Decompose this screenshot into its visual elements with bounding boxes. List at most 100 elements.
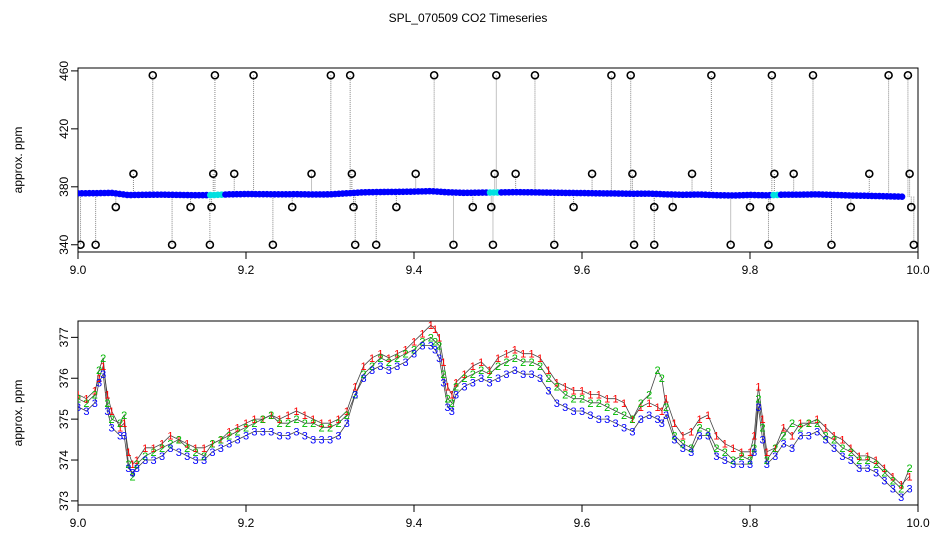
series-marker: 2 bbox=[789, 418, 795, 430]
series-marker: 1 bbox=[377, 349, 383, 361]
flagged-point bbox=[229, 169, 239, 179]
series-marker: 3 bbox=[310, 435, 316, 447]
series-marker: 1 bbox=[789, 430, 795, 442]
series-marker: 1 bbox=[613, 394, 619, 406]
series-marker: 1 bbox=[537, 353, 543, 365]
series-marker: 1 bbox=[83, 394, 89, 406]
flagged-point bbox=[488, 240, 498, 250]
series-marker: 3 bbox=[739, 459, 745, 471]
series-marker: 3 bbox=[251, 426, 257, 438]
series-marker: 2 bbox=[755, 394, 761, 406]
flagged-point bbox=[210, 70, 220, 80]
flagged-point bbox=[629, 240, 639, 250]
series-marker: 1 bbox=[659, 406, 665, 418]
series-marker: 3 bbox=[898, 492, 904, 504]
series-marker: 3 bbox=[688, 447, 694, 459]
series-marker: 3 bbox=[130, 467, 136, 479]
series-marker: 3 bbox=[579, 406, 585, 418]
flagged-point bbox=[511, 169, 520, 179]
series-marker: 2 bbox=[96, 365, 102, 377]
series-marker: 2 bbox=[209, 439, 215, 451]
series-marker: 3 bbox=[629, 426, 635, 438]
series-marker: 1 bbox=[251, 414, 257, 426]
series-marker: 2 bbox=[671, 430, 677, 442]
series-marker: 3 bbox=[461, 381, 467, 393]
flagged-point bbox=[449, 240, 458, 250]
flagged-point bbox=[569, 202, 578, 212]
series-marker: 3 bbox=[487, 377, 493, 389]
series-marker: 3 bbox=[823, 435, 829, 447]
series-marker: 2 bbox=[419, 336, 425, 348]
x-tick-label: 10.0 bbox=[906, 263, 930, 277]
series-marker: 2 bbox=[562, 390, 568, 402]
flagged-point bbox=[884, 70, 893, 80]
flagged-point bbox=[864, 169, 874, 179]
x-tick-label: 9.6 bbox=[574, 263, 591, 277]
y-tick-label: 380 bbox=[57, 176, 71, 196]
series-marker: 3 bbox=[142, 455, 148, 467]
series-marker: 1 bbox=[856, 451, 862, 463]
series-marker: 1 bbox=[104, 390, 110, 402]
series-marker: 2 bbox=[495, 361, 501, 373]
series-marker: 1 bbox=[121, 418, 127, 430]
series-marker: 3 bbox=[293, 426, 299, 438]
series-marker: 1 bbox=[739, 447, 745, 459]
flagged-point bbox=[287, 202, 297, 212]
flagged-point bbox=[628, 169, 637, 179]
series-marker: 3 bbox=[201, 455, 207, 467]
series-marker: 2 bbox=[478, 365, 484, 377]
series-marker: 3 bbox=[319, 435, 325, 447]
series-marker: 3 bbox=[705, 430, 711, 442]
series-marker: 2 bbox=[814, 418, 820, 430]
series-marker: 1 bbox=[344, 406, 350, 418]
series-marker: 1 bbox=[130, 459, 136, 471]
x-tick-label: 9.4 bbox=[406, 263, 423, 277]
series-marker: 1 bbox=[327, 418, 333, 430]
series-marker: 1 bbox=[142, 443, 148, 455]
series-marker: 2 bbox=[440, 369, 446, 381]
series-marker: 3 bbox=[432, 345, 438, 357]
series-marker: 3 bbox=[268, 426, 274, 438]
series-marker: 2 bbox=[587, 398, 593, 410]
series-marker: 3 bbox=[806, 430, 812, 442]
flagged-point bbox=[649, 240, 659, 250]
series-marker: 2 bbox=[277, 418, 283, 430]
flagged-point bbox=[371, 240, 381, 250]
series-marker: 3 bbox=[260, 426, 266, 438]
flagged-point bbox=[827, 240, 836, 250]
series-marker: 3 bbox=[277, 430, 283, 442]
series-marker: 3 bbox=[96, 377, 102, 389]
y-tick-label: 376 bbox=[57, 368, 71, 388]
series-marker: 3 bbox=[596, 414, 602, 426]
series-marker: 3 bbox=[100, 369, 106, 381]
flagged-point bbox=[205, 240, 215, 250]
series-marker: 1 bbox=[218, 435, 224, 447]
series-marker: 3 bbox=[764, 459, 770, 471]
flagged-point bbox=[765, 202, 775, 212]
series-marker: 1 bbox=[268, 410, 274, 422]
series-marker: 2 bbox=[260, 414, 266, 426]
series-marker: 3 bbox=[663, 410, 669, 422]
flagged-point bbox=[846, 202, 856, 212]
series-marker: 1 bbox=[621, 398, 627, 410]
series-marker: 1 bbox=[243, 418, 249, 430]
series-marker: 3 bbox=[470, 377, 476, 389]
series-marker: 1 bbox=[176, 435, 182, 447]
series-marker: 2 bbox=[201, 451, 207, 463]
series-marker: 2 bbox=[369, 361, 375, 373]
series-marker: 3 bbox=[890, 484, 896, 496]
series-marker: 1 bbox=[209, 439, 215, 451]
series-marker: 2 bbox=[344, 410, 350, 422]
panel-top: 9.0 9.2 9.4 9.6 9.8 10.0 340 380 420 460 approx. p… bbox=[11, 61, 930, 277]
y-tick-label: 373 bbox=[57, 491, 71, 511]
series-marker: 1 bbox=[898, 480, 904, 492]
series-marker: 3 bbox=[781, 439, 787, 451]
series-marker: 3 bbox=[104, 406, 110, 418]
series-marker: 2 bbox=[722, 447, 728, 459]
flagged-point bbox=[91, 240, 100, 250]
series-marker: 2 bbox=[293, 414, 299, 426]
series-marker: 2 bbox=[193, 447, 199, 459]
series-marker: 3 bbox=[193, 455, 199, 467]
series-marker: 1 bbox=[335, 414, 341, 426]
series-marker: 1 bbox=[167, 430, 173, 442]
